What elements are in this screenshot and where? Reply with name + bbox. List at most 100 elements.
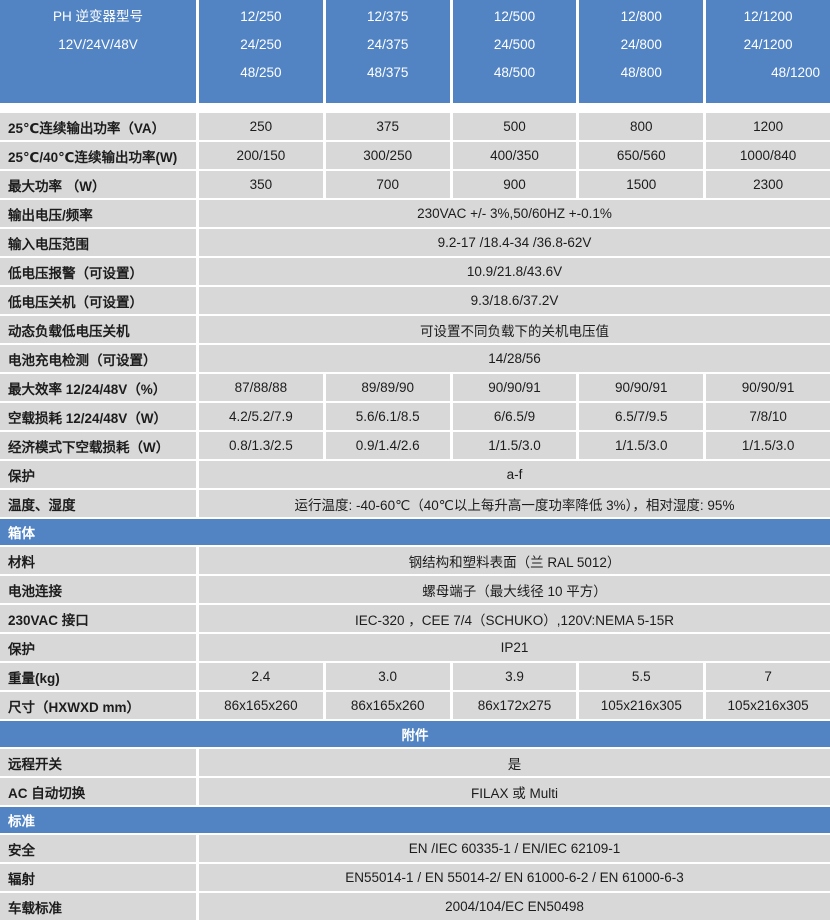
row-label: 辐射 [0,864,196,891]
model-column-375: 12/375 24/375 48/375 [325,0,450,103]
model-name: 24/250 [240,37,282,52]
table-row: 输出电压/频率 230VAC +/- 3%,50/60HZ +-0.1% [0,200,830,227]
table-row: 保护 IP21 [0,634,830,661]
table-row: 230VAC 接口 IEC-320 ，CEE 7/4（SCHUKO）,120V:… [0,605,830,632]
row-value: 900 [452,171,577,198]
table-row: 电池连接 螺母端子（最大线径 10 平方） [0,576,830,603]
row-value: 0.8/1.3/2.5 [199,432,323,459]
row-label: 25℃连续输出功率（VA） [0,113,196,140]
row-label: 保护 [0,634,196,661]
row-value: 86x165x260 [199,692,323,719]
row-label: 温度、湿度 [0,490,196,517]
row-label: 25℃/40℃连续输出功率(W) [0,142,196,169]
table-row: 经济模式下空载损耗（W） 0.8/1.3/2.5 0.9/1.4/2.6 1/1… [0,432,830,459]
row-label: 230VAC 接口 [0,605,196,632]
row-value: 86x172x275 [452,692,577,719]
row-value: 7/8/10 [706,403,830,430]
row-value: 230VAC +/- 3%,50/60HZ +-0.1% [199,200,830,227]
row-value: 500 [452,113,577,140]
model-name: 24/500 [493,37,536,52]
row-value: 87/88/88 [199,374,323,401]
row-label: 输出电压/频率 [0,200,196,227]
row-value: 4.2/5.2/7.9 [199,403,323,430]
row-value: 钢结构和塑料表面（兰 RAL 5012） [199,547,830,574]
table-row: 25℃/40℃连续输出功率(W) 200/150 300/250 400/350… [0,142,830,169]
table-row: 25℃连续输出功率（VA） 250 375 500 800 1200 [0,113,830,140]
row-value: 86x165x260 [325,692,450,719]
row-label: 低电压关机（可设置） [0,287,196,314]
model-name: 48/250 [240,65,282,80]
row-value: 5.5 [579,663,704,690]
row-value: 螺母端子（最大线径 10 平方） [199,576,830,603]
row-value: IEC-320 ，CEE 7/4（SCHUKO）,120V:NEMA 5-15R [199,605,830,632]
row-value: 2.4 [199,663,323,690]
row-label: 经济模式下空载损耗（W） [0,432,196,459]
row-value: 700 [325,171,450,198]
row-label: 空载损耗 12/24/48V（W） [0,403,196,430]
row-value: FILAX 或 Multi [199,778,830,805]
model-name: 12/375 [367,9,409,24]
row-value: 14/28/56 [199,345,830,372]
row-value: IP21 [199,634,830,661]
model-name: 48/375 [367,65,409,80]
row-value: 650/560 [579,142,704,169]
row-value: 1/1.5/3.0 [452,432,577,459]
row-value: 105x216x305 [579,692,704,719]
model-header-label: PH 逆变器型号 12V/24V/48V [0,0,196,103]
model-column-250: 12/250 24/250 48/250 [199,0,323,103]
row-value: 89/89/90 [325,374,450,401]
row-value: 0.9/1.4/2.6 [325,432,450,459]
row-value: 9.3/18.6/37.2V [199,287,830,314]
model-name: 24/375 [367,37,409,52]
model-name: 12/1200 [743,9,793,24]
table-row: 动态负载低电压关机 可设置不同负载下的关机电压值 [0,316,830,343]
row-value: 90/90/91 [452,374,577,401]
row-value: 5.6/6.1/8.5 [325,403,450,430]
row-value: 400/350 [452,142,577,169]
row-label: 车载标准 [0,893,196,920]
row-label: 重量(kg) [0,663,196,690]
row-label: 输入电压范围 [0,229,196,256]
model-header-voltages: 12V/24V/48V [58,37,138,52]
row-value: 300/250 [325,142,450,169]
model-header-row: PH 逆变器型号 12V/24V/48V 12/250 24/250 48/25… [0,0,830,103]
model-column-500: 12/500 24/500 48/500 [452,0,577,103]
row-value: 2300 [706,171,830,198]
row-value: 是 [199,749,830,776]
row-value: 可设置不同负载下的关机电压值 [199,316,830,343]
table-row: 低电压关机（可设置） 9.3/18.6/37.2V [0,287,830,314]
table-row: 重量(kg) 2.4 3.0 3.9 5.5 7 [0,663,830,690]
row-value: 3.9 [452,663,577,690]
row-value: 800 [579,113,704,140]
model-name: 12/800 [620,9,662,24]
row-label: 最大效率 12/24/48V（%） [0,374,196,401]
table-row: 低电压报警（可设置） 10.9/21.8/43.6V [0,258,830,285]
row-value: 6/6.5/9 [452,403,577,430]
row-value: 250 [199,113,323,140]
table-row: 最大效率 12/24/48V（%） 87/88/88 89/89/90 90/9… [0,374,830,401]
section-header-standards: 标准 [0,807,830,833]
table-row: 空载损耗 12/24/48V（W） 4.2/5.2/7.9 5.6/6.1/8.… [0,403,830,430]
model-name: 12/250 [240,9,282,24]
table-row: 最大功率 （W） 350 700 900 1500 2300 [0,171,830,198]
table-row: AC 自动切换 FILAX 或 Multi [0,778,830,805]
model-name: 48/1200 [771,65,820,80]
row-value: EN /IEC 60335-1 / EN/IEC 62109-1 [199,835,830,862]
row-value: 1/1.5/3.0 [579,432,704,459]
row-value: 2004/104/EC EN50498 [199,893,830,920]
table-row: 车载标准 2004/104/EC EN50498 [0,893,830,920]
row-value: 90/90/91 [706,374,830,401]
row-value: 运行温度: -40-60℃（40℃以上每升高一度功率降低 3%），相对湿度: 9… [199,490,830,517]
table-row: 远程开关 是 [0,749,830,776]
model-name: 24/800 [620,37,662,52]
row-label: 电池充电检测（可设置） [0,345,196,372]
table-row: 辐射 EN55014-1 / EN 55014-2/ EN 61000-6-2 … [0,864,830,891]
row-value: 7 [706,663,830,690]
row-value: a-f [199,461,830,488]
table-row: 安全 EN /IEC 60335-1 / EN/IEC 62109-1 [0,835,830,862]
table-row: 电池充电检测（可设置） 14/28/56 [0,345,830,372]
row-value: EN55014-1 / EN 55014-2/ EN 61000-6-2 / E… [199,864,830,891]
row-value: 1500 [579,171,704,198]
model-column-1200: 12/1200 24/1200 48/1200 [706,0,830,103]
table-row: 尺寸（HXWXD mm） 86x165x260 86x165x260 86x17… [0,692,830,719]
